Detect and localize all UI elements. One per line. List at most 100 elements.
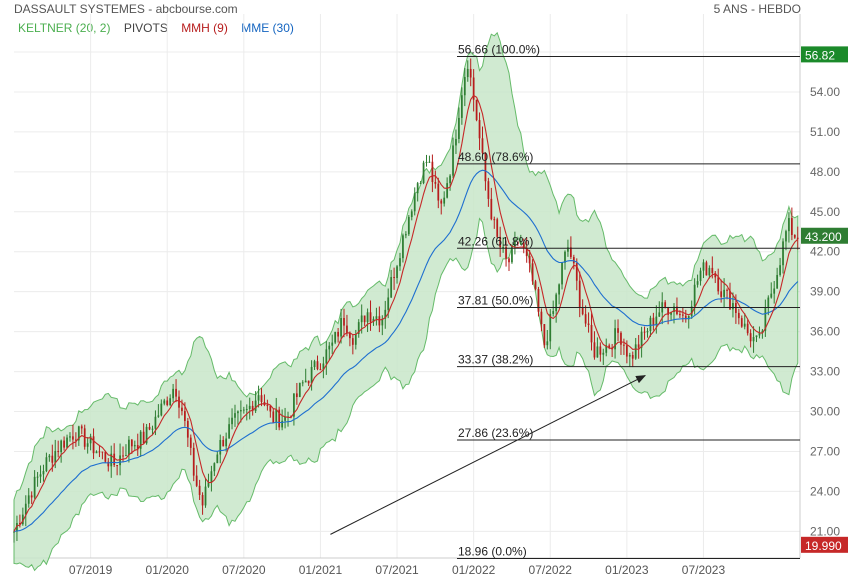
candle-body bbox=[133, 445, 136, 447]
candle-body bbox=[66, 437, 68, 448]
candle-body bbox=[107, 461, 110, 467]
candle-body bbox=[590, 324, 593, 343]
candle-body bbox=[310, 366, 313, 384]
candle-body bbox=[151, 428, 154, 430]
candle-body bbox=[625, 345, 628, 357]
candle-body bbox=[425, 161, 428, 163]
candle-body bbox=[655, 316, 658, 325]
candle-body bbox=[242, 409, 245, 411]
candle-body bbox=[130, 439, 133, 447]
candle-body bbox=[404, 234, 407, 236]
candle-body bbox=[319, 369, 322, 371]
candle-body bbox=[366, 312, 369, 323]
candle-body bbox=[272, 411, 275, 423]
candle-body bbox=[222, 439, 225, 447]
candle-body bbox=[463, 77, 466, 96]
candle-body bbox=[481, 138, 484, 153]
candle-body bbox=[95, 451, 98, 454]
candle-body bbox=[493, 219, 496, 221]
x-tick-label: 07/2020 bbox=[222, 563, 266, 577]
candle-body bbox=[101, 451, 104, 453]
candle-body bbox=[295, 393, 298, 397]
candle-body bbox=[154, 416, 157, 429]
candle-body bbox=[511, 246, 513, 263]
y-tick-label: 24.00 bbox=[810, 484, 840, 498]
legend-pivots: PIVOTS bbox=[123, 21, 168, 35]
candle-body bbox=[761, 330, 764, 334]
candle-body bbox=[440, 200, 443, 204]
candle-body bbox=[186, 420, 189, 438]
candle-body bbox=[631, 355, 634, 359]
candle-body bbox=[351, 338, 354, 345]
candle-body bbox=[301, 382, 304, 384]
candle-body bbox=[628, 355, 631, 357]
y-tick-label: 51.00 bbox=[810, 125, 840, 139]
candle-body bbox=[552, 311, 555, 314]
candle-body bbox=[80, 426, 83, 429]
chart-title: DASSAULT SYSTEMES - abcbourse.com bbox=[14, 2, 238, 16]
candle-body bbox=[254, 400, 257, 411]
fib-label: 27.86 (23.6%) bbox=[458, 426, 533, 440]
candle-body bbox=[381, 318, 384, 326]
candle-body bbox=[293, 393, 295, 417]
candle-body bbox=[693, 284, 696, 307]
candle-body bbox=[740, 318, 743, 327]
candle-body bbox=[369, 312, 372, 322]
candle-body bbox=[670, 312, 672, 315]
candle-body bbox=[110, 453, 113, 467]
candle-body bbox=[125, 455, 127, 457]
candle-body bbox=[584, 314, 587, 324]
candle-body bbox=[340, 318, 342, 337]
candle-body bbox=[363, 315, 366, 323]
candle-body bbox=[537, 289, 540, 312]
candle-body bbox=[567, 247, 569, 252]
candle-body bbox=[284, 416, 286, 421]
candle-body bbox=[437, 183, 440, 201]
fib-label: 48.60 (78.6%) bbox=[458, 150, 533, 164]
candle-body bbox=[652, 317, 655, 325]
candle-body bbox=[354, 334, 357, 345]
candle-body bbox=[39, 474, 42, 477]
candle-body bbox=[446, 183, 449, 198]
candle-body bbox=[343, 318, 345, 326]
candle-body bbox=[717, 277, 720, 292]
candle-body bbox=[89, 436, 92, 444]
candle-body bbox=[637, 344, 640, 348]
candle-body bbox=[752, 337, 755, 342]
candle-body bbox=[469, 68, 472, 78]
x-tick-label: 07/2021 bbox=[375, 563, 419, 577]
price-badge-low: 19.990 bbox=[805, 539, 842, 553]
candle-body bbox=[402, 235, 404, 259]
candle-body bbox=[136, 445, 139, 449]
candle-body bbox=[393, 277, 395, 279]
price-badge-high: 56.82 bbox=[805, 48, 835, 62]
candle-body bbox=[416, 183, 419, 194]
x-tick-label: 07/2023 bbox=[682, 563, 726, 577]
candle-body bbox=[231, 417, 233, 425]
x-tick-label: 01/2022 bbox=[452, 563, 496, 577]
candle-body bbox=[505, 246, 507, 259]
y-tick-label: 42.00 bbox=[810, 245, 840, 259]
candle-body bbox=[602, 352, 605, 355]
candle-body bbox=[349, 333, 351, 339]
candle-body bbox=[746, 323, 749, 334]
candle-body bbox=[116, 465, 119, 467]
candle-body bbox=[334, 331, 337, 343]
x-tick-label: 01/2020 bbox=[146, 563, 190, 577]
candle-body bbox=[45, 457, 48, 472]
candle-body bbox=[737, 312, 740, 319]
candle-body bbox=[455, 138, 457, 146]
candle-body bbox=[237, 411, 239, 414]
candle-body bbox=[434, 182, 437, 184]
fib-levels: 56.66 (100.0%) 48.60 (78.6%) 42.26 (61.8%)… bbox=[457, 43, 800, 560]
candle-body bbox=[428, 161, 431, 163]
candle-body bbox=[782, 241, 784, 266]
candle-body bbox=[122, 455, 124, 457]
candle-body bbox=[755, 335, 758, 338]
candle-body bbox=[51, 455, 54, 463]
candle-body bbox=[42, 471, 45, 475]
candle-body bbox=[514, 241, 516, 247]
candle-body bbox=[69, 436, 71, 438]
legend-mme: MME (30) bbox=[241, 21, 294, 35]
candle-body bbox=[189, 437, 192, 448]
